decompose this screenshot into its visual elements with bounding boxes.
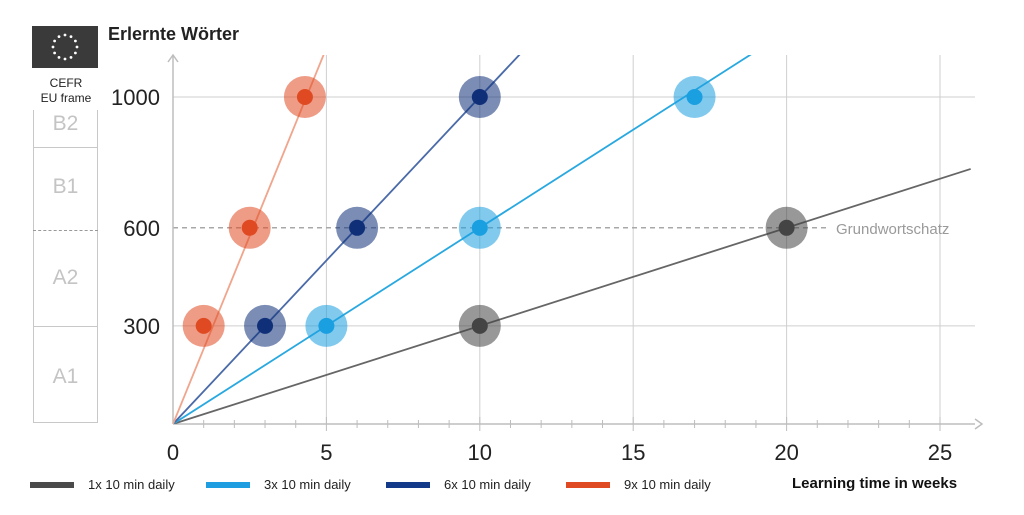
data-point xyxy=(305,304,348,347)
legend-label: 1x 10 min daily xyxy=(88,477,175,492)
legend-label: 9x 10 min daily xyxy=(624,477,711,492)
series-line xyxy=(173,55,325,424)
legend-swatch xyxy=(206,481,250,488)
data-point xyxy=(458,206,501,249)
data-point xyxy=(336,206,379,249)
data-point xyxy=(765,206,808,249)
data-point-core xyxy=(257,317,274,334)
series-line xyxy=(173,168,971,424)
data-point xyxy=(283,76,326,118)
x-tick-label: 15 xyxy=(621,440,645,465)
x-tick-label: 0 xyxy=(167,440,179,465)
legend-item: 1x 10 min daily xyxy=(30,477,175,492)
legend-item: 9x 10 min daily xyxy=(566,477,711,492)
x-axis-arrow xyxy=(974,418,984,430)
cefr-levels-box xyxy=(33,110,98,423)
data-point-core xyxy=(296,89,313,105)
data-point-core xyxy=(471,89,488,105)
cefr-label-line2: EU frame xyxy=(40,91,92,105)
data-point-core xyxy=(195,317,212,334)
y-tick-label: 1000 xyxy=(111,85,160,110)
cefr-level-b1: B1 xyxy=(52,175,79,198)
cefr-level-a1: A1 xyxy=(52,365,79,388)
x-tick-label: 10 xyxy=(468,440,492,465)
data-point-core xyxy=(778,219,795,236)
data-point-core xyxy=(471,317,488,334)
data-point-core xyxy=(318,317,335,334)
data-point-core xyxy=(471,219,488,236)
cefr-divider xyxy=(33,326,98,327)
legend-item: 3x 10 min daily xyxy=(206,477,351,492)
x-tick-label: 5 xyxy=(320,440,332,465)
chart-plot: Grundwortschatz 0 5 10 15 20 25 300 600 1000 xyxy=(111,53,984,465)
chart-title: Erlernte Wörter xyxy=(108,24,240,44)
series-line xyxy=(173,55,752,424)
cefr-label-line1: CEFR xyxy=(49,76,83,90)
cefr-label: CEFR EU frame xyxy=(28,76,104,106)
legend-swatch xyxy=(386,481,430,488)
legend-item: 6x 10 min daily xyxy=(386,477,531,492)
data-point-core xyxy=(349,219,366,236)
legend-label: 6x 10 min daily xyxy=(444,477,531,492)
data-point xyxy=(458,304,501,347)
cefr-divider-dashed xyxy=(33,230,98,231)
data-point-core xyxy=(241,219,258,236)
legend-label: 3x 10 min daily xyxy=(264,477,351,492)
eu-flag-logo xyxy=(32,26,98,68)
x-axis-title: Learning time in weeks xyxy=(792,475,958,492)
x-tick-label: 25 xyxy=(928,440,952,465)
data-point xyxy=(673,76,716,118)
eu-stars-icon xyxy=(51,33,79,61)
cefr-level-b2: B2 xyxy=(52,112,79,135)
cefr-divider xyxy=(33,147,98,148)
data-point-core xyxy=(686,89,703,105)
y-tick-label: 300 xyxy=(123,314,160,339)
data-point xyxy=(182,304,225,347)
x-tick-label: 20 xyxy=(774,440,798,465)
legend-swatch xyxy=(566,481,610,488)
cefr-level-a2: A2 xyxy=(52,266,79,289)
legend-swatch xyxy=(30,481,74,488)
series-line xyxy=(173,55,521,424)
y-axis-arrow xyxy=(167,53,179,63)
data-point xyxy=(228,206,271,249)
data-point xyxy=(458,76,501,118)
y-tick-label: 600 xyxy=(123,216,160,241)
data-point xyxy=(244,304,287,347)
reference-line-label: Grundwortschatz xyxy=(836,221,949,238)
